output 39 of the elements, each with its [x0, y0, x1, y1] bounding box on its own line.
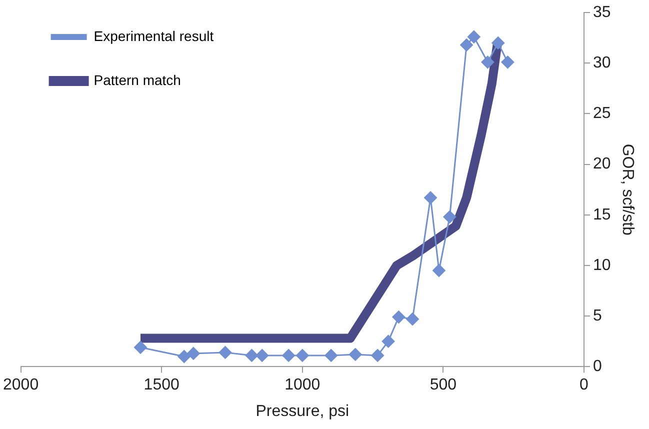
point — [406, 312, 420, 326]
point — [245, 348, 258, 362]
y-tick-label: 0 — [593, 358, 602, 376]
point — [443, 210, 456, 224]
point — [134, 340, 147, 354]
x-tick-label: 1500 — [144, 376, 180, 394]
x-tick-label: 2000 — [3, 376, 39, 394]
point — [467, 30, 480, 44]
point — [382, 334, 395, 348]
point — [392, 310, 406, 324]
point — [178, 350, 191, 363]
point — [432, 264, 446, 278]
point — [218, 346, 232, 359]
y-tick-label: 35 — [593, 4, 611, 22]
x-tick-label: 0 — [580, 376, 589, 394]
y-tick-label: 30 — [593, 54, 611, 72]
y-tick-label: 5 — [593, 307, 602, 324]
point — [460, 38, 474, 52]
x-tick-label: 500 — [430, 376, 457, 394]
y-tick-label: 20 — [593, 156, 611, 173]
x-axis-title: Pressure, psi — [256, 402, 350, 420]
point — [324, 348, 338, 362]
x-tick-label: 1000 — [284, 376, 320, 394]
point — [481, 56, 494, 69]
y-tick-label: 10 — [593, 256, 611, 274]
point — [424, 191, 438, 204]
point — [348, 348, 362, 361]
point — [256, 348, 269, 362]
legend-label: Pattern match — [94, 72, 181, 88]
y-tick-label: 25 — [593, 105, 611, 122]
point — [282, 348, 296, 362]
y-axis-title: GOR, scf/stb — [618, 144, 636, 236]
point — [186, 346, 200, 360]
point — [501, 56, 514, 69]
point — [371, 348, 384, 362]
point — [296, 348, 309, 362]
legend-label: Experimental result — [94, 28, 214, 44]
y-tick-label: 15 — [593, 206, 611, 224]
point — [492, 36, 505, 50]
